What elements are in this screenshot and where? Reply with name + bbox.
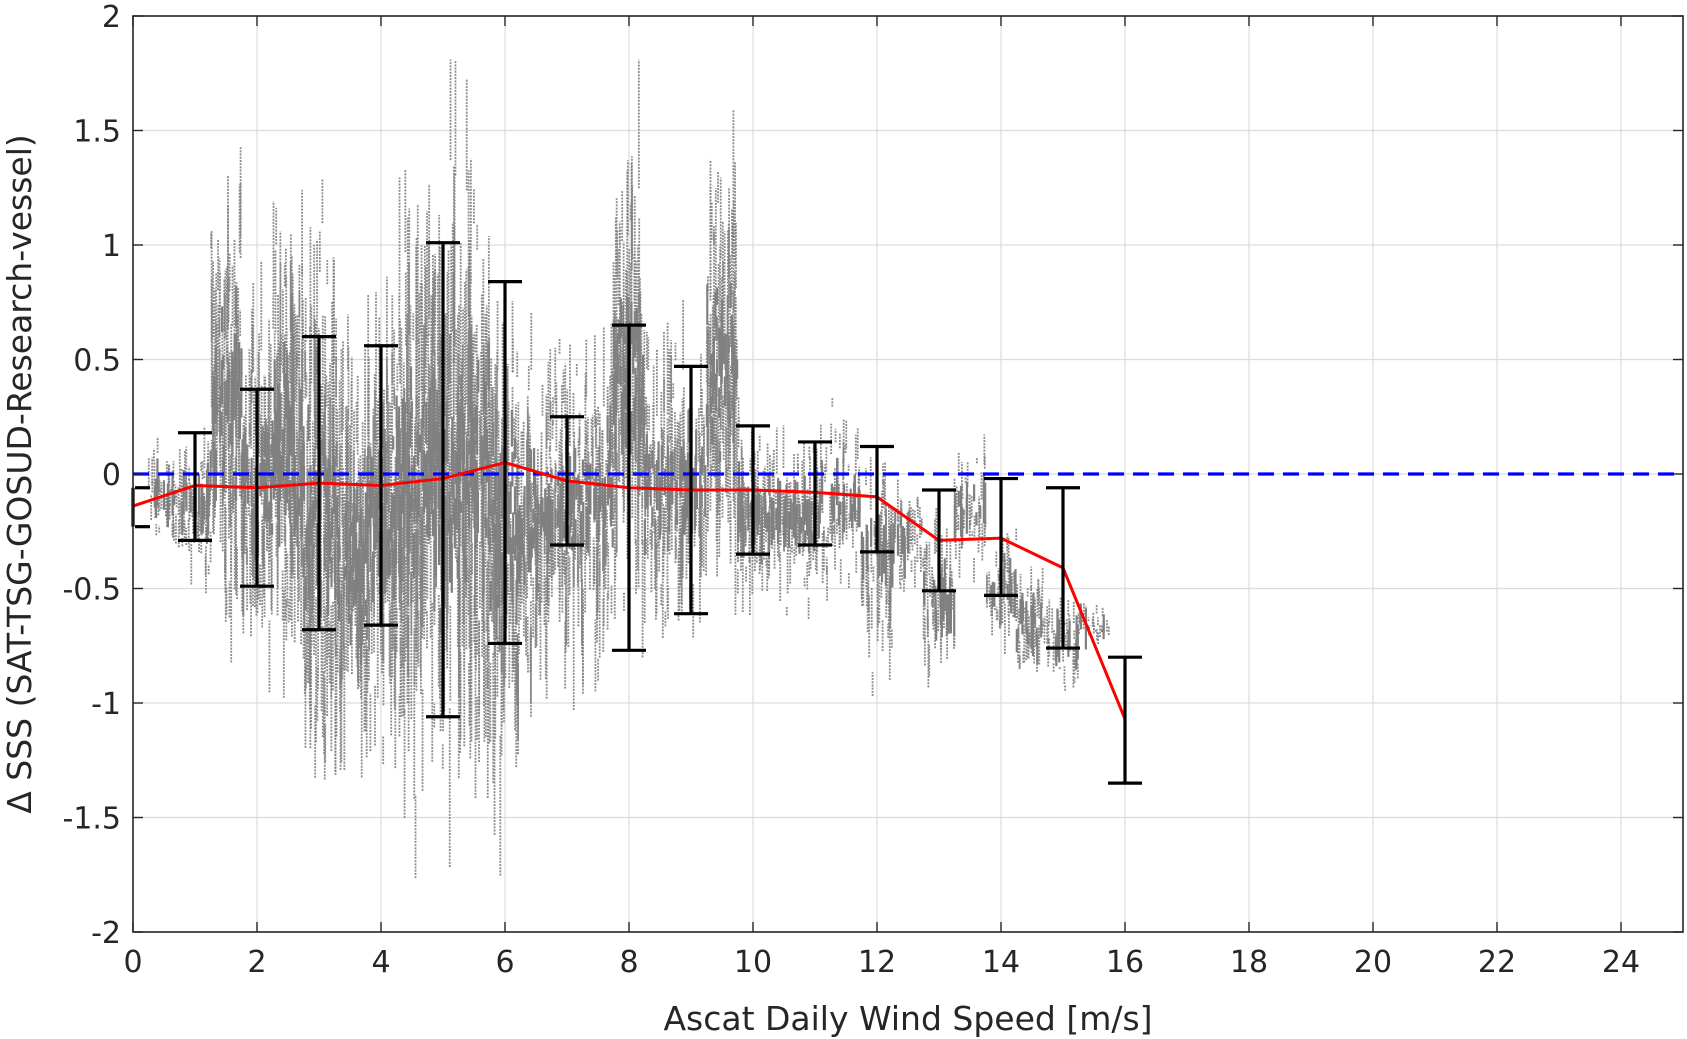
x-tick-label: 0 [123,945,142,980]
error-bar [364,344,398,627]
x-axis-title: Ascat Daily Wind Speed [m/s] [663,999,1152,1038]
error-bar [798,440,832,547]
scatter-column [1015,566,1049,672]
x-tick-label: 4 [371,945,390,980]
x-tick-label: 24 [1602,945,1640,980]
error-bar [240,387,274,588]
y-tick-label: -1 [91,687,121,722]
x-tick-label: 22 [1478,945,1516,980]
scatter-column [705,110,739,615]
error-bar [550,415,584,547]
error-bar [426,241,460,719]
scatter-column [333,314,367,778]
error-bar [674,364,708,616]
scatter-column [1047,597,1079,691]
error-bar [736,424,770,556]
error-bar [1046,486,1080,650]
x-tick-label: 8 [619,945,638,980]
error-bar [1108,655,1142,785]
scatter-column [922,507,956,688]
y-tick-label: 0 [102,458,121,493]
scatter-column [830,398,861,588]
scatter-column [612,59,646,658]
scatter-column [550,338,583,711]
scatter-column [209,146,243,663]
y-axis-title: Δ SSS (SAT-TSG-GOSUD-Research-vessel) [0,134,39,814]
error-bar [922,488,956,593]
scatter-column [767,425,801,616]
x-tick-label: 14 [982,945,1020,980]
x-tick-label: 12 [858,945,896,980]
y-tick-label: -1.5 [62,802,121,837]
x-tick-label: 16 [1106,945,1144,980]
y-tick-label: 2 [102,0,121,35]
error-bars [131,241,1142,785]
scatter-column [985,527,1018,654]
x-tick-label: 10 [734,945,772,980]
scatter-column [860,457,894,697]
error-bar [984,476,1018,597]
scatter-cloud [147,59,1110,879]
scatter-column [271,189,304,698]
x-tick-label: 2 [247,945,266,980]
scatter-column [395,169,429,879]
scatter-column [643,322,677,638]
error-bar [488,280,522,646]
y-axis-ticks: -2 -1.5 -1 -0.5 0 0.5 1 1.5 2 [62,0,1683,951]
error-bar [860,444,894,554]
error-bar [612,323,646,652]
y-tick-label: 1.5 [73,115,121,150]
error-bar [302,335,336,632]
y-tick-label: 1 [102,229,121,264]
x-tick-label: 6 [495,945,514,980]
x-tick-label: 20 [1354,945,1392,980]
y-tick-label: 0.5 [73,344,121,379]
y-tick-label: -2 [91,916,121,951]
scatter-column [240,260,274,693]
error-bar [178,431,212,543]
scatter-column [953,434,987,583]
x-axis-ticks: 0 2 4 6 8 10 12 14 16 18 20 22 24 [123,16,1640,980]
scatter-column [519,312,553,717]
y-tick-label: -0.5 [62,573,121,608]
x-tick-label: 18 [1230,945,1268,980]
